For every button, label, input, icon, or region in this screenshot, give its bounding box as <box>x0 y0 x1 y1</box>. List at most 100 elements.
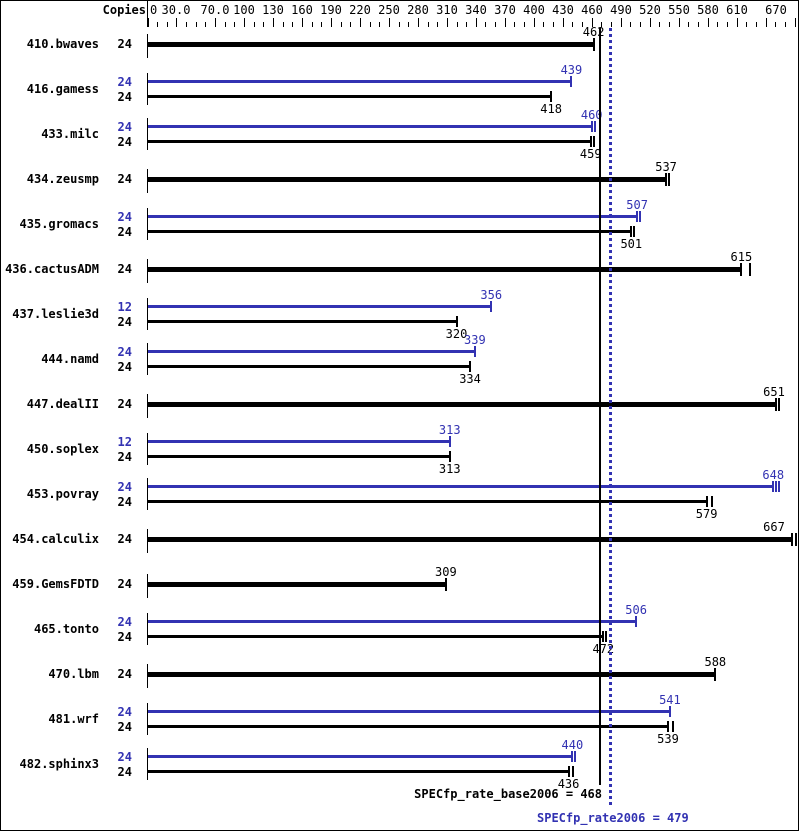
bar-value-label: 460 <box>580 107 603 122</box>
axis-tick <box>785 22 786 27</box>
copies-value: 24 <box>117 494 132 509</box>
group-axis-segment <box>147 73 148 105</box>
bar-end-tick <box>740 262 743 276</box>
bar-end-tick <box>567 766 570 777</box>
bar-end-tick <box>592 136 595 147</box>
axis-tick-label: 30.0 <box>161 3 191 17</box>
bar-value-label: 418 <box>540 101 562 116</box>
copies-value: 24 <box>117 314 132 329</box>
axis-tick <box>457 22 458 27</box>
copies-value: 12 <box>117 299 132 314</box>
bar-end-tick <box>633 226 636 237</box>
axis-tick <box>746 22 747 27</box>
bar-value-label: 472 <box>592 641 615 656</box>
bar-value-label: 579 <box>695 506 718 521</box>
bar-end-tick <box>749 262 752 276</box>
axis-tick-label: 520 <box>639 3 661 17</box>
axis-tick <box>650 18 651 27</box>
axis-tick <box>312 22 313 27</box>
axis-tick-label: 160 <box>291 3 313 17</box>
axis-tick <box>331 18 332 27</box>
bar-base <box>148 581 446 587</box>
axis-tick <box>514 22 515 27</box>
bar-end-tick <box>778 397 781 411</box>
bar-end-tick <box>574 751 577 762</box>
bar-value-label: 313 <box>438 422 461 437</box>
axis-tick <box>292 22 293 27</box>
bar-end-tick <box>665 172 668 186</box>
bar-end-tick <box>772 481 775 492</box>
bar-base <box>148 725 668 728</box>
copies-value: 24 <box>117 134 132 149</box>
axis-tick-label: 130 <box>262 3 284 17</box>
axis-tick <box>196 22 197 27</box>
bar-value-label: 440 <box>561 737 584 752</box>
axis-tick <box>708 18 709 27</box>
group-axis-segment <box>147 394 148 418</box>
axis-tick-label: 0 <box>150 3 158 17</box>
axis-tick <box>408 22 409 27</box>
benchmark-label: 444.namd <box>41 352 99 366</box>
peak-metric-label: SPECfp_rate2006 = 479 <box>537 811 689 825</box>
axis-tick <box>244 18 245 27</box>
bar-base <box>148 140 591 143</box>
bar-value-label: 651 <box>763 385 785 399</box>
bar-end-tick <box>589 136 592 147</box>
axis-tick <box>698 22 699 27</box>
axis-tick <box>225 22 226 27</box>
copies-value: 24 <box>117 704 132 719</box>
bar-value-label: 539 <box>657 731 679 746</box>
bar-base <box>148 770 569 773</box>
copies-value: 12 <box>117 434 132 449</box>
bar-value-label: 615 <box>730 250 753 264</box>
bar-base <box>148 41 594 47</box>
group-axis-segment <box>147 169 148 193</box>
benchmark-label: 435.gromacs <box>19 217 99 231</box>
benchmark-label: 470.lbm <box>48 667 99 681</box>
bar-value-label: 459 <box>579 146 602 161</box>
bar-base <box>148 365 471 368</box>
bar-end-tick <box>775 397 778 411</box>
bar-peak <box>148 305 492 308</box>
axis-tick-label: 370 <box>494 3 516 17</box>
bar-end-tick <box>705 496 708 507</box>
bar-value-label: 334 <box>459 371 481 386</box>
benchmark-label: 465.tonto <box>33 622 99 636</box>
copies-value: 24 <box>117 749 132 764</box>
bar-base <box>148 176 667 182</box>
axis-tick <box>370 22 371 27</box>
axis-tick <box>148 18 149 27</box>
axis-tick <box>447 18 448 27</box>
axis-tick-label: 670 <box>765 3 787 17</box>
axis-tick-label: 310 <box>436 3 458 17</box>
axis-tick-label: 220 <box>349 3 371 17</box>
bar-end-tick <box>448 436 451 447</box>
axis-tick <box>592 18 593 27</box>
copies-value: 24 <box>117 614 132 629</box>
axis-tick <box>524 22 525 27</box>
bar-end-tick <box>636 211 639 222</box>
group-axis-segment <box>147 478 148 510</box>
axis-tick <box>157 22 158 27</box>
bar-peak <box>148 755 573 758</box>
benchmark-label: 437.leslie3d <box>12 307 99 321</box>
axis-tick <box>582 22 583 27</box>
bar-value-label: 439 <box>560 62 583 77</box>
bar-end-tick <box>444 577 447 591</box>
copies-value: 24 <box>117 577 132 591</box>
axis-tick <box>360 18 361 27</box>
base-metric-line <box>599 28 601 785</box>
copies-value: 24 <box>117 172 132 186</box>
benchmark-label: 453.povray <box>26 487 99 501</box>
bar-value-label: 507 <box>626 197 648 212</box>
axis-tick <box>717 22 718 27</box>
bar-base <box>148 401 777 407</box>
bar-end-tick <box>602 631 605 642</box>
bar-base <box>148 671 716 677</box>
benchmark-label: 434.zeusmp <box>26 172 99 186</box>
bar-value-label: 356 <box>480 287 503 302</box>
bar-end-tick <box>571 766 574 777</box>
bar-value-label: 541 <box>659 692 681 707</box>
axis-tick <box>215 18 216 27</box>
